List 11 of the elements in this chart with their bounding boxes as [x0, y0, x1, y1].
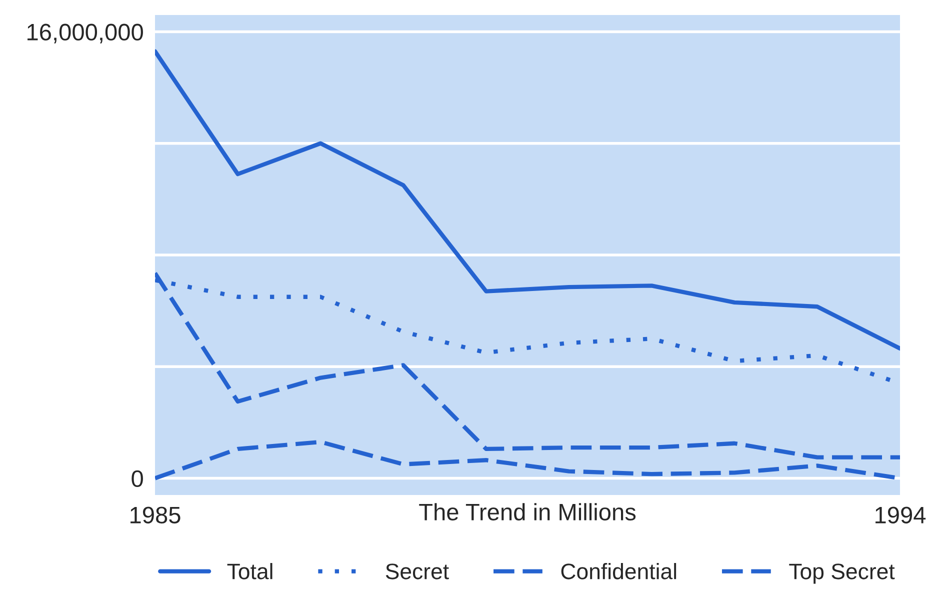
legend-label: Top Secret [789, 564, 895, 584]
x-tick-label: 1994 [876, 506, 926, 524]
y-tick-label: 16,000,000 [28, 24, 143, 44]
legend-label: Confidential [561, 563, 676, 580]
line-series [155, 271, 900, 460]
x-axis-title: The Trend in Millions [419, 503, 636, 520]
legend-label: Total [227, 563, 272, 580]
legend-label: Secret [386, 564, 449, 580]
y-tick-label: 0 [132, 470, 143, 488]
x-tick-label: 1985 [130, 506, 180, 524]
line-series [155, 49, 900, 351]
